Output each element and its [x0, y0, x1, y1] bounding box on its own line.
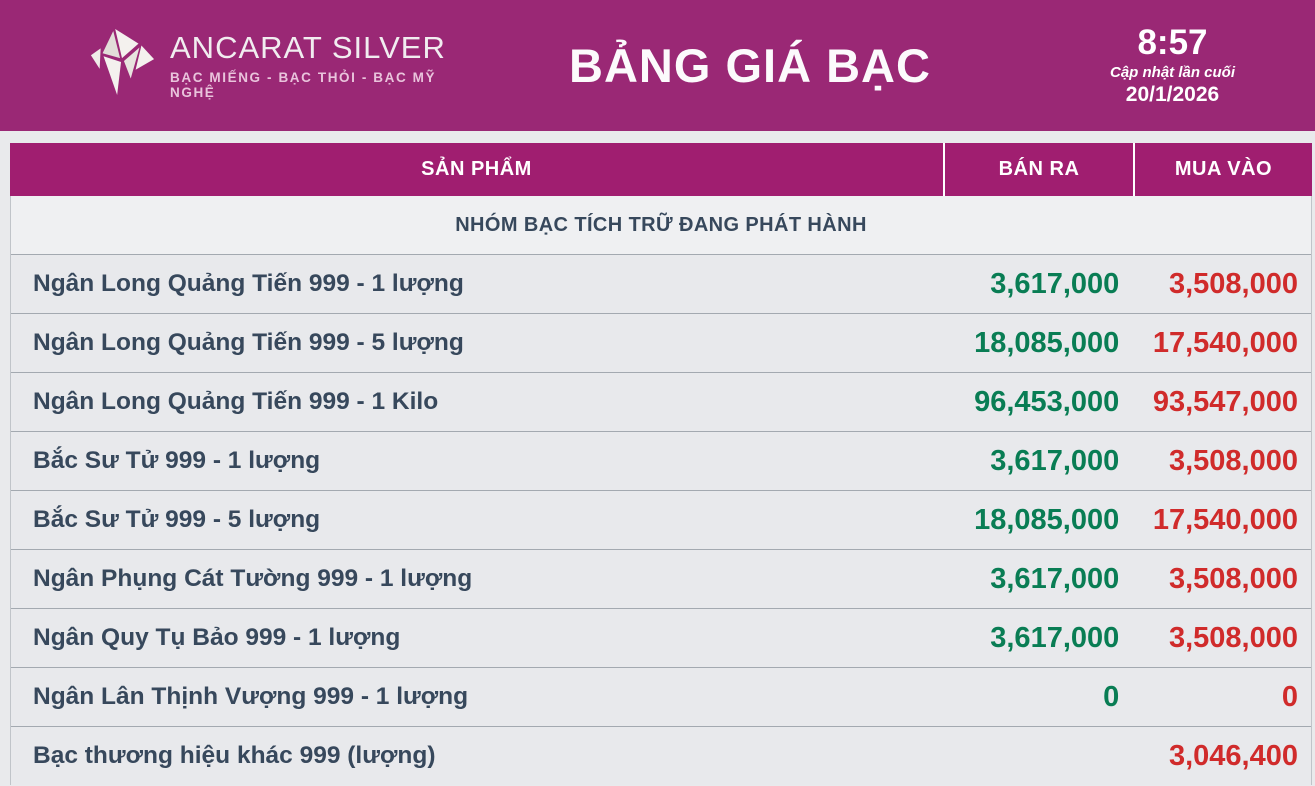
column-header-sell: BÁN RA	[943, 143, 1133, 196]
brand-name: ANCARAT SILVER	[170, 30, 446, 66]
buy-price: 3,508,000	[1168, 562, 1298, 595]
buy-price: 3,508,000	[1168, 444, 1298, 477]
table-row: Ngân Long Quảng Tiến 999 - 1 Kilo 96,453…	[11, 372, 1311, 431]
product-name: Bắc Sư Tử 999 - 1 lượng	[33, 447, 321, 474]
product-name: Ngân Long Quảng Tiến 999 - 5 lượng	[33, 329, 464, 356]
last-updated-date: 20/1/2026	[1125, 83, 1220, 107]
buy-price: 3,046,400	[1168, 739, 1298, 772]
product-name: Ngân Quy Tụ Bảo 999 - 1 lượng	[33, 624, 401, 651]
sell-price: 3,617,000	[990, 267, 1120, 300]
product-name: Ngân Phụng Cát Tường 999 - 1 lượng	[33, 565, 473, 592]
sell-price: 96,453,000	[974, 385, 1120, 418]
table-header-row: SẢN PHẨM BÁN RA MUA VÀO	[10, 143, 1312, 196]
column-header-product: SẢN PHẨM	[421, 158, 532, 180]
table-row: Bắc Sư Tử 999 - 5 lượng 18,085,000 17,54…	[11, 490, 1311, 549]
product-name: Ngân Long Quảng Tiến 999 - 1 Kilo	[33, 388, 439, 415]
sell-price: 18,085,000	[974, 503, 1120, 536]
brand-block: ANCARAT SILVER BẠC MIẾNG - BẠC THỎI - BẠ…	[0, 25, 450, 106]
buy-price: 93,547,000	[1152, 385, 1298, 418]
table-row: Ngân Long Quảng Tiến 999 - 5 lượng 18,08…	[11, 313, 1311, 372]
buy-price: 3,508,000	[1168, 621, 1298, 654]
product-name: Ngân Lân Thịnh Vượng 999 - 1 lượng	[33, 683, 469, 710]
product-name: Ngân Long Quảng Tiến 999 - 1 lượng	[33, 270, 464, 297]
app-header: ANCARAT SILVER BẠC MIẾNG - BẠC THỎI - BẠ…	[0, 0, 1315, 131]
page-title: BẢNG GIÁ BẠC	[569, 39, 931, 92]
product-name: Bắc Sư Tử 999 - 5 lượng	[33, 506, 321, 533]
table-row: Bắc Sư Tử 999 - 1 lượng 3,617,000 3,508,…	[11, 431, 1311, 490]
sell-price: 3,617,000	[990, 444, 1120, 477]
buy-price: 3,508,000	[1168, 267, 1298, 300]
buy-price: 17,540,000	[1152, 503, 1298, 536]
table-row: Bạc thương hiệu khác 999 (lượng) 3,046,4…	[11, 726, 1311, 785]
sell-price: 0	[1103, 680, 1120, 713]
table-row: Ngân Long Quảng Tiến 999 - 1 lượng 3,617…	[11, 254, 1311, 313]
table-body: NHÓM BẠC TÍCH TRỮ ĐANG PHÁT HÀNH Ngân Lo…	[10, 196, 1312, 785]
brand-tagline: BẠC MIẾNG - BẠC THỎI - BẠC MỸ NGHỆ	[170, 69, 437, 100]
table-row: Ngân Lân Thịnh Vượng 999 - 1 lượng 0 0	[11, 667, 1311, 726]
sell-price	[943, 727, 1133, 785]
sell-price: 18,085,000	[974, 326, 1120, 359]
section-header: NHÓM BẠC TÍCH TRỮ ĐANG PHÁT HÀNH	[11, 196, 1311, 254]
product-name: Bạc thương hiệu khác 999 (lượng)	[33, 742, 436, 769]
column-header-buy: MUA VÀO	[1133, 143, 1312, 196]
table-row: Ngân Phụng Cát Tường 999 - 1 lượng 3,617…	[11, 549, 1311, 608]
table-row: Ngân Quy Tụ Bảo 999 - 1 lượng 3,617,000 …	[11, 608, 1311, 667]
sell-price: 3,617,000	[990, 621, 1120, 654]
clock-time: 8:57	[1137, 22, 1208, 62]
last-updated-label: Cập nhật lần cuối	[1109, 64, 1235, 82]
price-table: SẢN PHẨM BÁN RA MUA VÀO NHÓM BẠC TÍCH TR…	[10, 143, 1312, 785]
diamond-logo-icon	[88, 25, 156, 106]
sell-price: 3,617,000	[990, 562, 1120, 595]
buy-price: 0	[1281, 680, 1298, 713]
clock-block: 8:57 Cập nhật lần cuối 20/1/2026	[1050, 22, 1315, 108]
buy-price: 17,540,000	[1152, 326, 1298, 359]
